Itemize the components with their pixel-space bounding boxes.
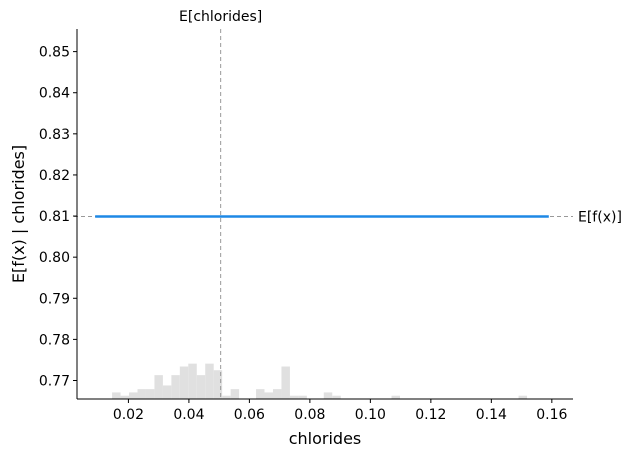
- x-tick-label: 0.10: [355, 407, 386, 423]
- histogram-bar: [179, 366, 189, 399]
- y-axis-title: E[f(x) | chlorides]: [9, 145, 28, 283]
- y-tick-label: 0.83: [39, 127, 70, 143]
- histogram-bar: [264, 392, 273, 399]
- y-tick-label: 0.80: [39, 250, 70, 266]
- y-axis: 0.77 0.78 0.79 0.80 0.81 0.82 0.83 0.84 0.85: [39, 45, 77, 390]
- y-tick-label: 0.79: [39, 291, 70, 307]
- histogram-bar: [230, 389, 240, 399]
- histogram: [112, 363, 528, 399]
- y-tick-label: 0.81: [39, 209, 70, 225]
- histogram-bar: [323, 392, 333, 399]
- x-tick-label: 0.04: [173, 407, 204, 423]
- histogram-bar: [145, 389, 155, 399]
- histogram-bar: [256, 389, 265, 399]
- histogram-bar: [518, 395, 528, 399]
- histogram-bar: [120, 395, 130, 399]
- y-tick-label: 0.78: [39, 332, 70, 348]
- histogram-bar: [391, 395, 401, 399]
- x-tick-label: 0.14: [476, 407, 507, 423]
- histogram-bar: [196, 375, 206, 399]
- histogram-bar: [213, 370, 223, 399]
- histogram-bar: [272, 389, 282, 399]
- histogram-bar: [137, 389, 146, 399]
- x-axis: 0.02 0.04 0.06 0.08 0.10 0.12 0.14 0.16: [113, 399, 568, 423]
- histogram-bar: [129, 392, 138, 399]
- histogram-bar: [162, 385, 172, 399]
- y-tick-label: 0.82: [39, 168, 70, 184]
- histogram-bar: [289, 395, 299, 399]
- y-tick-label: 0.77: [39, 374, 70, 390]
- x-tick-label: 0.16: [536, 407, 567, 423]
- histogram-bar: [188, 363, 197, 399]
- histogram-bar: [222, 395, 231, 399]
- expected-feature-label: E[chlorides]: [179, 9, 262, 25]
- histogram-bar: [298, 395, 307, 399]
- y-tick-label: 0.85: [39, 45, 70, 61]
- x-axis-title: chlorides: [289, 429, 362, 448]
- histogram-bar: [332, 395, 341, 399]
- x-tick-label: 0.12: [415, 407, 446, 423]
- x-tick-label: 0.02: [113, 407, 144, 423]
- histogram-bar: [281, 366, 290, 399]
- histogram-bar: [205, 363, 214, 399]
- histogram-bar: [171, 375, 180, 399]
- histogram-bar: [154, 375, 163, 399]
- histogram-bar: [112, 392, 121, 399]
- x-tick-label: 0.08: [294, 407, 325, 423]
- expected-value-label: E[f(x)]: [578, 209, 622, 225]
- x-tick-label: 0.06: [234, 407, 265, 423]
- y-tick-label: 0.84: [39, 86, 70, 102]
